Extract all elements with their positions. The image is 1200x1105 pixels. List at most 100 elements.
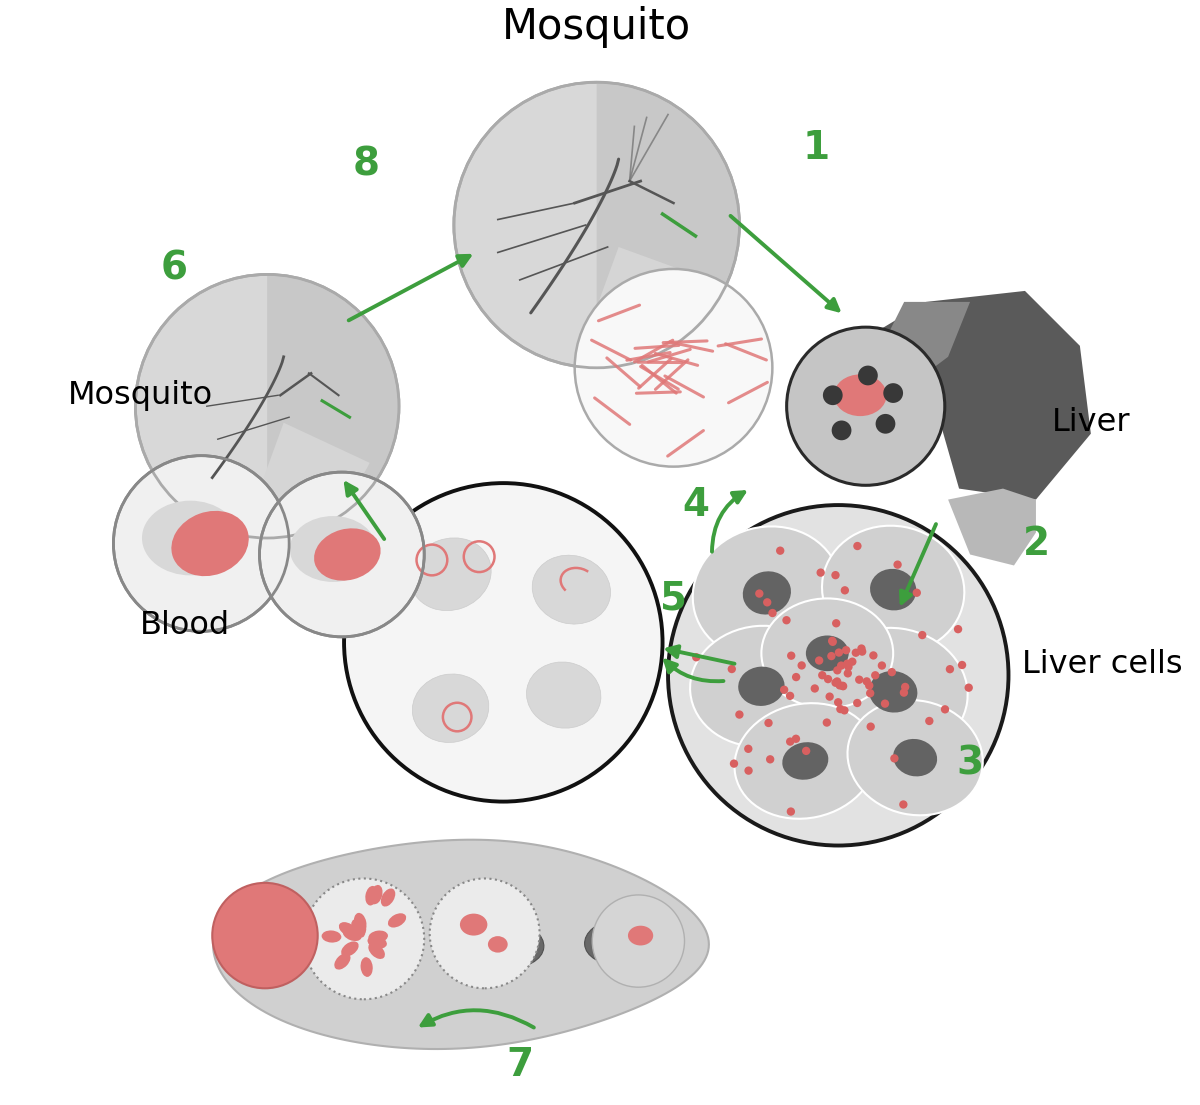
Circle shape bbox=[883, 383, 904, 403]
Ellipse shape bbox=[388, 913, 406, 927]
Ellipse shape bbox=[380, 888, 395, 906]
Circle shape bbox=[114, 455, 289, 631]
Text: 8: 8 bbox=[353, 146, 379, 183]
Ellipse shape bbox=[834, 375, 887, 417]
Circle shape bbox=[918, 631, 926, 639]
Circle shape bbox=[888, 667, 896, 676]
Circle shape bbox=[832, 421, 852, 440]
Text: 4: 4 bbox=[682, 486, 709, 524]
Circle shape bbox=[894, 560, 901, 569]
Circle shape bbox=[869, 651, 877, 660]
Circle shape bbox=[823, 718, 832, 727]
Circle shape bbox=[768, 609, 776, 618]
Ellipse shape bbox=[413, 674, 488, 743]
Ellipse shape bbox=[743, 571, 791, 614]
Circle shape bbox=[755, 589, 763, 598]
Ellipse shape bbox=[142, 501, 239, 576]
Circle shape bbox=[844, 670, 852, 677]
Circle shape bbox=[833, 666, 841, 674]
Circle shape bbox=[787, 808, 796, 815]
Ellipse shape bbox=[474, 922, 544, 968]
Ellipse shape bbox=[460, 914, 487, 936]
Ellipse shape bbox=[335, 953, 350, 969]
Circle shape bbox=[858, 648, 866, 655]
Circle shape bbox=[866, 723, 875, 730]
Text: 3: 3 bbox=[956, 744, 984, 782]
Text: 2: 2 bbox=[1022, 525, 1050, 562]
Polygon shape bbox=[948, 488, 1036, 566]
Ellipse shape bbox=[368, 943, 385, 959]
Circle shape bbox=[827, 652, 835, 661]
Circle shape bbox=[304, 878, 425, 999]
Circle shape bbox=[828, 636, 836, 645]
Circle shape bbox=[871, 671, 880, 680]
Ellipse shape bbox=[322, 930, 341, 943]
Ellipse shape bbox=[343, 928, 361, 941]
Ellipse shape bbox=[806, 635, 848, 671]
Circle shape bbox=[763, 598, 772, 607]
Circle shape bbox=[811, 684, 818, 693]
Circle shape bbox=[835, 649, 844, 656]
Circle shape bbox=[828, 638, 836, 646]
Ellipse shape bbox=[354, 913, 366, 933]
Circle shape bbox=[866, 690, 875, 697]
Circle shape bbox=[836, 662, 845, 670]
Circle shape bbox=[925, 717, 934, 725]
Circle shape bbox=[853, 698, 862, 707]
Circle shape bbox=[818, 671, 827, 680]
Ellipse shape bbox=[410, 538, 491, 611]
Ellipse shape bbox=[353, 916, 366, 935]
Circle shape bbox=[668, 505, 1008, 845]
Circle shape bbox=[730, 759, 738, 768]
Ellipse shape bbox=[370, 885, 383, 904]
Circle shape bbox=[881, 699, 889, 708]
Circle shape bbox=[430, 878, 540, 988]
Circle shape bbox=[792, 735, 800, 743]
Ellipse shape bbox=[365, 886, 378, 905]
Circle shape bbox=[841, 586, 850, 594]
Ellipse shape bbox=[368, 930, 388, 943]
Circle shape bbox=[832, 571, 840, 579]
Circle shape bbox=[832, 678, 840, 687]
Circle shape bbox=[863, 677, 871, 685]
Text: Liver cells: Liver cells bbox=[1021, 649, 1182, 680]
Circle shape bbox=[815, 656, 823, 665]
Ellipse shape bbox=[692, 526, 841, 660]
Wedge shape bbox=[582, 248, 719, 354]
Circle shape bbox=[832, 619, 840, 628]
Text: Blood: Blood bbox=[139, 610, 230, 641]
Circle shape bbox=[787, 327, 944, 485]
Circle shape bbox=[852, 649, 860, 656]
Circle shape bbox=[836, 705, 845, 713]
Circle shape bbox=[900, 688, 908, 697]
Ellipse shape bbox=[314, 528, 380, 580]
Ellipse shape bbox=[893, 739, 937, 777]
Ellipse shape bbox=[734, 703, 876, 819]
Circle shape bbox=[344, 483, 662, 801]
Circle shape bbox=[826, 693, 834, 701]
Circle shape bbox=[954, 625, 962, 633]
Circle shape bbox=[844, 660, 852, 669]
Circle shape bbox=[823, 386, 842, 406]
Circle shape bbox=[786, 737, 794, 746]
Text: 6: 6 bbox=[161, 250, 187, 288]
Circle shape bbox=[787, 652, 796, 660]
Circle shape bbox=[764, 718, 773, 727]
Text: Mosquito: Mosquito bbox=[68, 380, 214, 411]
Ellipse shape bbox=[738, 666, 785, 706]
Circle shape bbox=[780, 685, 788, 694]
Ellipse shape bbox=[290, 516, 377, 582]
Circle shape bbox=[848, 657, 857, 666]
Ellipse shape bbox=[488, 936, 508, 953]
Circle shape bbox=[824, 675, 833, 683]
Circle shape bbox=[839, 682, 847, 690]
Circle shape bbox=[575, 269, 773, 466]
Circle shape bbox=[212, 883, 318, 988]
Circle shape bbox=[816, 568, 824, 577]
Text: 7: 7 bbox=[506, 1046, 533, 1084]
Ellipse shape bbox=[782, 743, 828, 780]
Circle shape bbox=[877, 662, 886, 670]
Circle shape bbox=[899, 800, 907, 809]
Circle shape bbox=[834, 698, 842, 706]
Circle shape bbox=[958, 661, 966, 670]
